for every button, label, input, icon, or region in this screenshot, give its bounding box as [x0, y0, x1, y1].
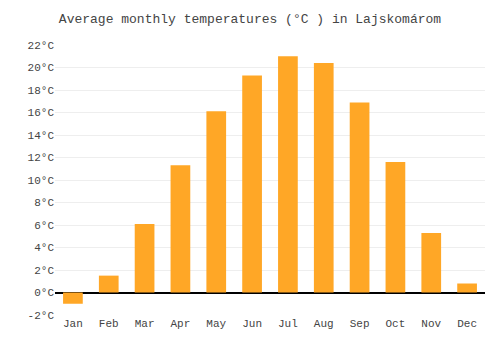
svg-text:0°C: 0°C [34, 287, 54, 299]
svg-text:8°C: 8°C [34, 197, 54, 209]
svg-text:Jun: Jun [242, 318, 262, 330]
svg-text:Jan: Jan [63, 318, 83, 330]
svg-text:16°C: 16°C [28, 107, 55, 119]
svg-text:Mar: Mar [135, 318, 155, 330]
svg-text:6°C: 6°C [34, 220, 54, 232]
svg-text:12°C: 12°C [28, 152, 55, 164]
svg-text:Aug: Aug [314, 318, 334, 330]
svg-text:Jul: Jul [278, 318, 298, 330]
svg-text:Dec: Dec [457, 318, 477, 330]
svg-text:Oct: Oct [386, 318, 406, 330]
svg-text:10°C: 10°C [28, 175, 55, 187]
svg-text:-2°C: -2°C [28, 310, 55, 322]
svg-text:Average monthly temperatures (: Average monthly temperatures (°C ) in La… [59, 12, 441, 27]
svg-text:Sep: Sep [350, 318, 370, 330]
svg-text:20°C: 20°C [28, 62, 55, 74]
svg-text:18°C: 18°C [28, 85, 55, 97]
svg-text:14°C: 14°C [28, 130, 55, 142]
svg-text:Nov: Nov [421, 318, 441, 330]
svg-text:4°C: 4°C [34, 242, 54, 254]
svg-text:May: May [206, 318, 226, 330]
svg-text:22°C: 22°C [28, 40, 55, 52]
svg-text:2°C: 2°C [34, 265, 54, 277]
svg-text:Apr: Apr [171, 318, 191, 330]
svg-text:Feb: Feb [99, 318, 119, 330]
